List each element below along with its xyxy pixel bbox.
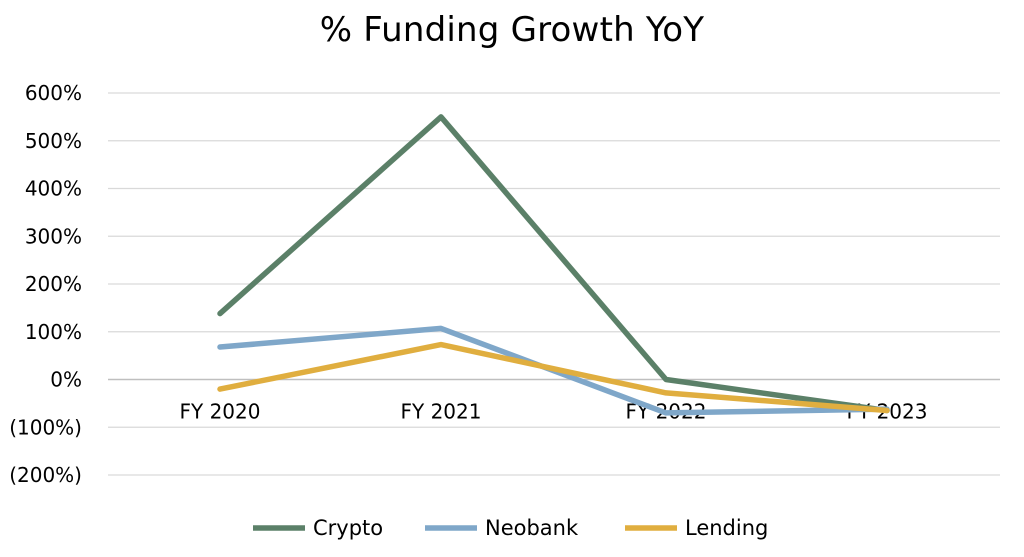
y-tick-label: 0% [50, 368, 82, 392]
y-tick-label: (200%) [9, 463, 82, 487]
y-axis-ticks: 600% 500% 400% 300% 200% 100% 0% (100%) (200%) [9, 81, 82, 487]
series-lines [217, 114, 890, 416]
legend-item-lending: Lending [625, 516, 768, 540]
y-tick-label: 200% [25, 272, 82, 296]
legend-item-neobank: Neobank [425, 516, 579, 540]
legend: Crypto Neobank Lending [253, 516, 768, 540]
legend-label: Crypto [313, 516, 383, 540]
y-tick-label: (100%) [9, 415, 82, 439]
series-line-crypto [217, 114, 890, 414]
x-tick-label: FY 2021 [401, 400, 482, 424]
gridlines [108, 92, 1000, 476]
y-tick-label: 500% [25, 129, 82, 153]
y-tick-label: 400% [25, 177, 82, 201]
y-tick-label: 300% [25, 224, 82, 248]
legend-label: Lending [685, 516, 768, 540]
series-line-lending [217, 341, 890, 414]
x-tick-label: FY 2020 [180, 400, 261, 424]
chart-title: % Funding Growth YoY [319, 10, 705, 50]
y-tick-label: 600% [25, 81, 82, 105]
legend-item-crypto: Crypto [253, 516, 383, 540]
y-tick-label: 100% [25, 320, 82, 344]
legend-label: Neobank [485, 516, 579, 540]
